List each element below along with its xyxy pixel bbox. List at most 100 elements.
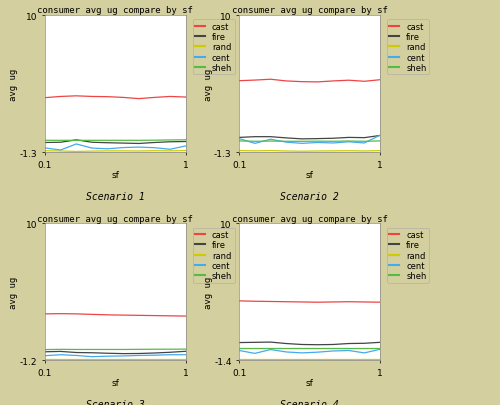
- cent: [42, 354, 48, 358]
- rand: [120, 356, 126, 361]
- sheh: [362, 139, 368, 144]
- rand: [58, 356, 64, 361]
- cent: [58, 352, 64, 357]
- cast: [252, 79, 258, 83]
- cast: [377, 78, 383, 83]
- fire: [283, 341, 289, 346]
- rand: [136, 149, 142, 154]
- sheh: [330, 346, 336, 351]
- sheh: [299, 139, 305, 144]
- cent: [314, 350, 320, 355]
- cast: [136, 97, 142, 102]
- fire: [314, 343, 320, 347]
- Legend: cast, fire, rand, cent, sheh: cast, fire, rand, cent, sheh: [387, 20, 429, 75]
- cast: [120, 313, 126, 318]
- Line: cast: cast: [239, 301, 380, 303]
- Text: Scenario 4: Scenario 4: [280, 399, 339, 405]
- rand: [252, 149, 258, 154]
- cast: [236, 299, 242, 304]
- rand: [120, 149, 126, 154]
- cent: [104, 147, 110, 152]
- fire: [377, 340, 383, 345]
- cent: [74, 142, 80, 147]
- sheh: [136, 347, 142, 352]
- Line: rand: rand: [239, 151, 380, 152]
- rand: [104, 149, 110, 154]
- cent: [89, 146, 95, 151]
- sheh: [42, 347, 48, 352]
- rand: [74, 356, 80, 361]
- cast: [283, 300, 289, 305]
- sheh: [183, 138, 189, 143]
- Title: consumer avg ug compare by sf: consumer avg ug compare by sf: [38, 214, 194, 223]
- fire: [299, 342, 305, 347]
- fire: [252, 340, 258, 345]
- cast: [283, 79, 289, 84]
- rand: [183, 149, 189, 153]
- sheh: [152, 347, 158, 352]
- fire: [167, 350, 173, 355]
- cent: [330, 349, 336, 354]
- Line: cast: cast: [239, 80, 380, 83]
- X-axis label: sf: sf: [112, 171, 120, 180]
- cast: [314, 300, 320, 305]
- X-axis label: sf: sf: [306, 378, 314, 388]
- rand: [42, 356, 48, 361]
- Y-axis label: avg ug: avg ug: [204, 276, 212, 308]
- sheh: [236, 346, 242, 351]
- fire: [58, 141, 64, 145]
- cent: [377, 347, 383, 352]
- cast: [120, 96, 126, 100]
- cent: [330, 141, 336, 146]
- cast: [330, 79, 336, 84]
- fire: [42, 350, 48, 354]
- fire: [42, 141, 48, 145]
- cast: [330, 300, 336, 305]
- cast: [104, 313, 110, 318]
- rand: [299, 149, 305, 154]
- Line: fire: fire: [45, 352, 186, 354]
- cent: [42, 146, 48, 151]
- sheh: [314, 139, 320, 144]
- fire: [362, 136, 368, 141]
- sheh: [152, 139, 158, 143]
- cent: [283, 350, 289, 354]
- fire: [89, 141, 95, 145]
- Legend: cast, fire, rand, cent, sheh: cast, fire, rand, cent, sheh: [387, 228, 429, 283]
- cast: [42, 96, 48, 101]
- cent: [104, 354, 110, 359]
- cast: [136, 313, 142, 318]
- rand: [330, 356, 336, 361]
- Line: rand: rand: [45, 151, 186, 152]
- fire: [120, 351, 126, 356]
- rand: [167, 356, 173, 361]
- fire: [377, 134, 383, 139]
- cast: [362, 80, 368, 85]
- fire: [346, 136, 352, 141]
- sheh: [330, 139, 336, 144]
- rand: [330, 149, 336, 154]
- fire: [74, 350, 80, 355]
- sheh: [89, 347, 95, 352]
- fire: [183, 349, 189, 354]
- cent: [346, 140, 352, 145]
- rand: [152, 356, 158, 361]
- fire: [268, 340, 274, 345]
- Line: fire: fire: [239, 136, 380, 139]
- fire: [167, 140, 173, 145]
- Text: Scenario 2: Scenario 2: [280, 191, 339, 201]
- cast: [299, 300, 305, 305]
- sheh: [58, 347, 64, 352]
- cast: [167, 313, 173, 318]
- Text: Scenario 1: Scenario 1: [86, 191, 145, 201]
- rand: [152, 149, 158, 154]
- cast: [346, 300, 352, 305]
- rand: [268, 149, 274, 153]
- rand: [314, 149, 320, 154]
- cent: [236, 137, 242, 142]
- fire: [183, 140, 189, 145]
- sheh: [74, 347, 80, 352]
- Y-axis label: avg ug: avg ug: [204, 68, 212, 100]
- X-axis label: sf: sf: [306, 171, 314, 180]
- Text: Scenario 3: Scenario 3: [86, 399, 145, 405]
